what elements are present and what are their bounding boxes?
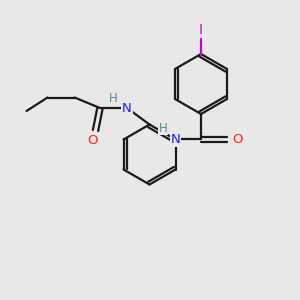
Text: H: H (158, 122, 167, 135)
Text: N: N (171, 133, 180, 146)
Text: O: O (233, 133, 243, 146)
Text: I: I (199, 23, 203, 37)
Text: H: H (109, 92, 118, 106)
Text: O: O (87, 134, 98, 148)
Text: N: N (122, 101, 132, 115)
